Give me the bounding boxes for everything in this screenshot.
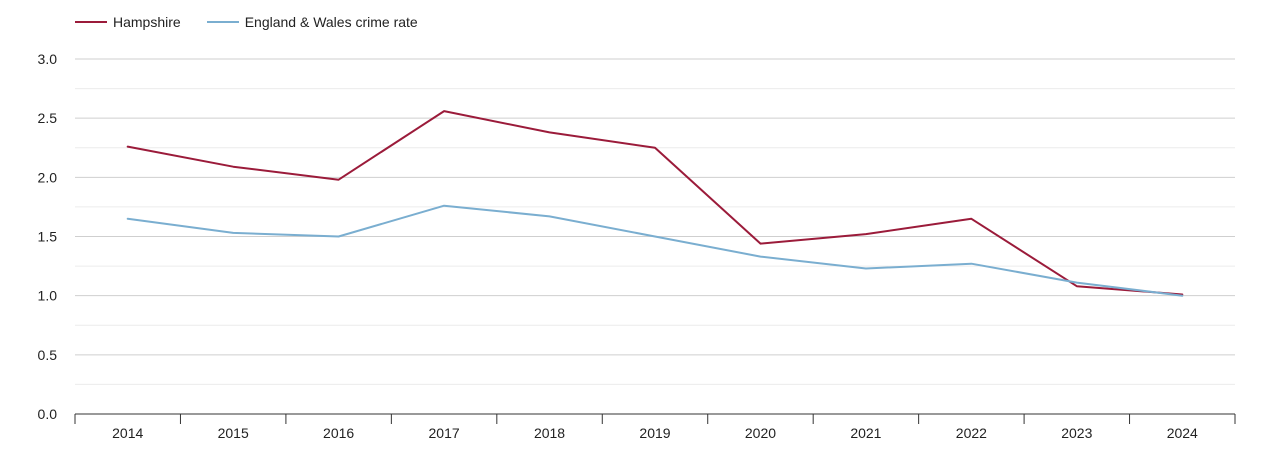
series-line-hampshire[interactable]	[126, 110, 1184, 296]
data-point[interactable]	[860, 262, 872, 274]
legend-label-england-wales: England & Wales crime rate	[244, 14, 418, 30]
data-point[interactable]	[227, 161, 239, 173]
y-tick-label: 2.0	[38, 169, 58, 185]
legend: Hampshire England & Wales crime rate	[75, 14, 444, 30]
legend-swatch-hampshire	[75, 21, 107, 23]
data-point[interactable]	[754, 238, 766, 250]
x-tick-label: 2017	[429, 425, 460, 441]
legend-item-hampshire[interactable]: Hampshire	[75, 14, 181, 30]
data-point[interactable]	[1176, 290, 1188, 302]
x-tick-label: 2020	[745, 425, 776, 441]
legend-label-hampshire: Hampshire	[113, 14, 181, 30]
data-point[interactable]	[227, 227, 239, 239]
x-tick-label: 2018	[534, 425, 565, 441]
x-tick-label: 2016	[323, 425, 354, 441]
data-point[interactable]	[122, 213, 134, 225]
x-tick-label: 2014	[112, 425, 143, 441]
x-tick-label: 2021	[850, 425, 881, 441]
x-tick-label: 2019	[639, 425, 670, 441]
data-point[interactable]	[649, 231, 661, 243]
y-tick-label: 1.0	[38, 288, 58, 304]
data-point[interactable]	[333, 174, 345, 186]
x-tick-label: 2023	[1061, 425, 1092, 441]
data-point[interactable]	[438, 105, 450, 117]
grid	[75, 58, 1235, 385]
y-tick-label: 1.5	[38, 229, 58, 245]
data-point[interactable]	[754, 251, 766, 263]
data-point[interactable]	[860, 228, 872, 240]
y-tick-label: 2.5	[38, 110, 58, 126]
data-point[interactable]	[649, 142, 661, 154]
data-point[interactable]	[333, 231, 345, 243]
data-point[interactable]	[122, 141, 134, 153]
data-point[interactable]	[965, 258, 977, 270]
data-point[interactable]	[1071, 277, 1083, 289]
legend-swatch-england-wales	[206, 21, 239, 23]
data-point[interactable]	[965, 213, 977, 225]
data-point[interactable]	[544, 210, 556, 222]
legend-item-england-wales[interactable]: England & Wales crime rate	[206, 14, 418, 30]
y-tick-label: 3.0	[38, 51, 58, 67]
y-tick-label: 0.0	[38, 406, 58, 422]
x-tick-label: 2024	[1167, 425, 1198, 441]
data-point[interactable]	[544, 126, 556, 138]
x-tick-label: 2015	[218, 425, 249, 441]
axes: 0.0 0.5 1.0 1.5 2.0 2.5 3.0 2014 2015 2016 2017 201…	[38, 51, 1236, 441]
series	[122, 105, 1188, 302]
x-tick-label: 2022	[956, 425, 987, 441]
data-point[interactable]	[438, 200, 450, 212]
y-tick-label: 0.5	[38, 347, 58, 363]
series-line-england-wales[interactable]	[126, 204, 1184, 297]
